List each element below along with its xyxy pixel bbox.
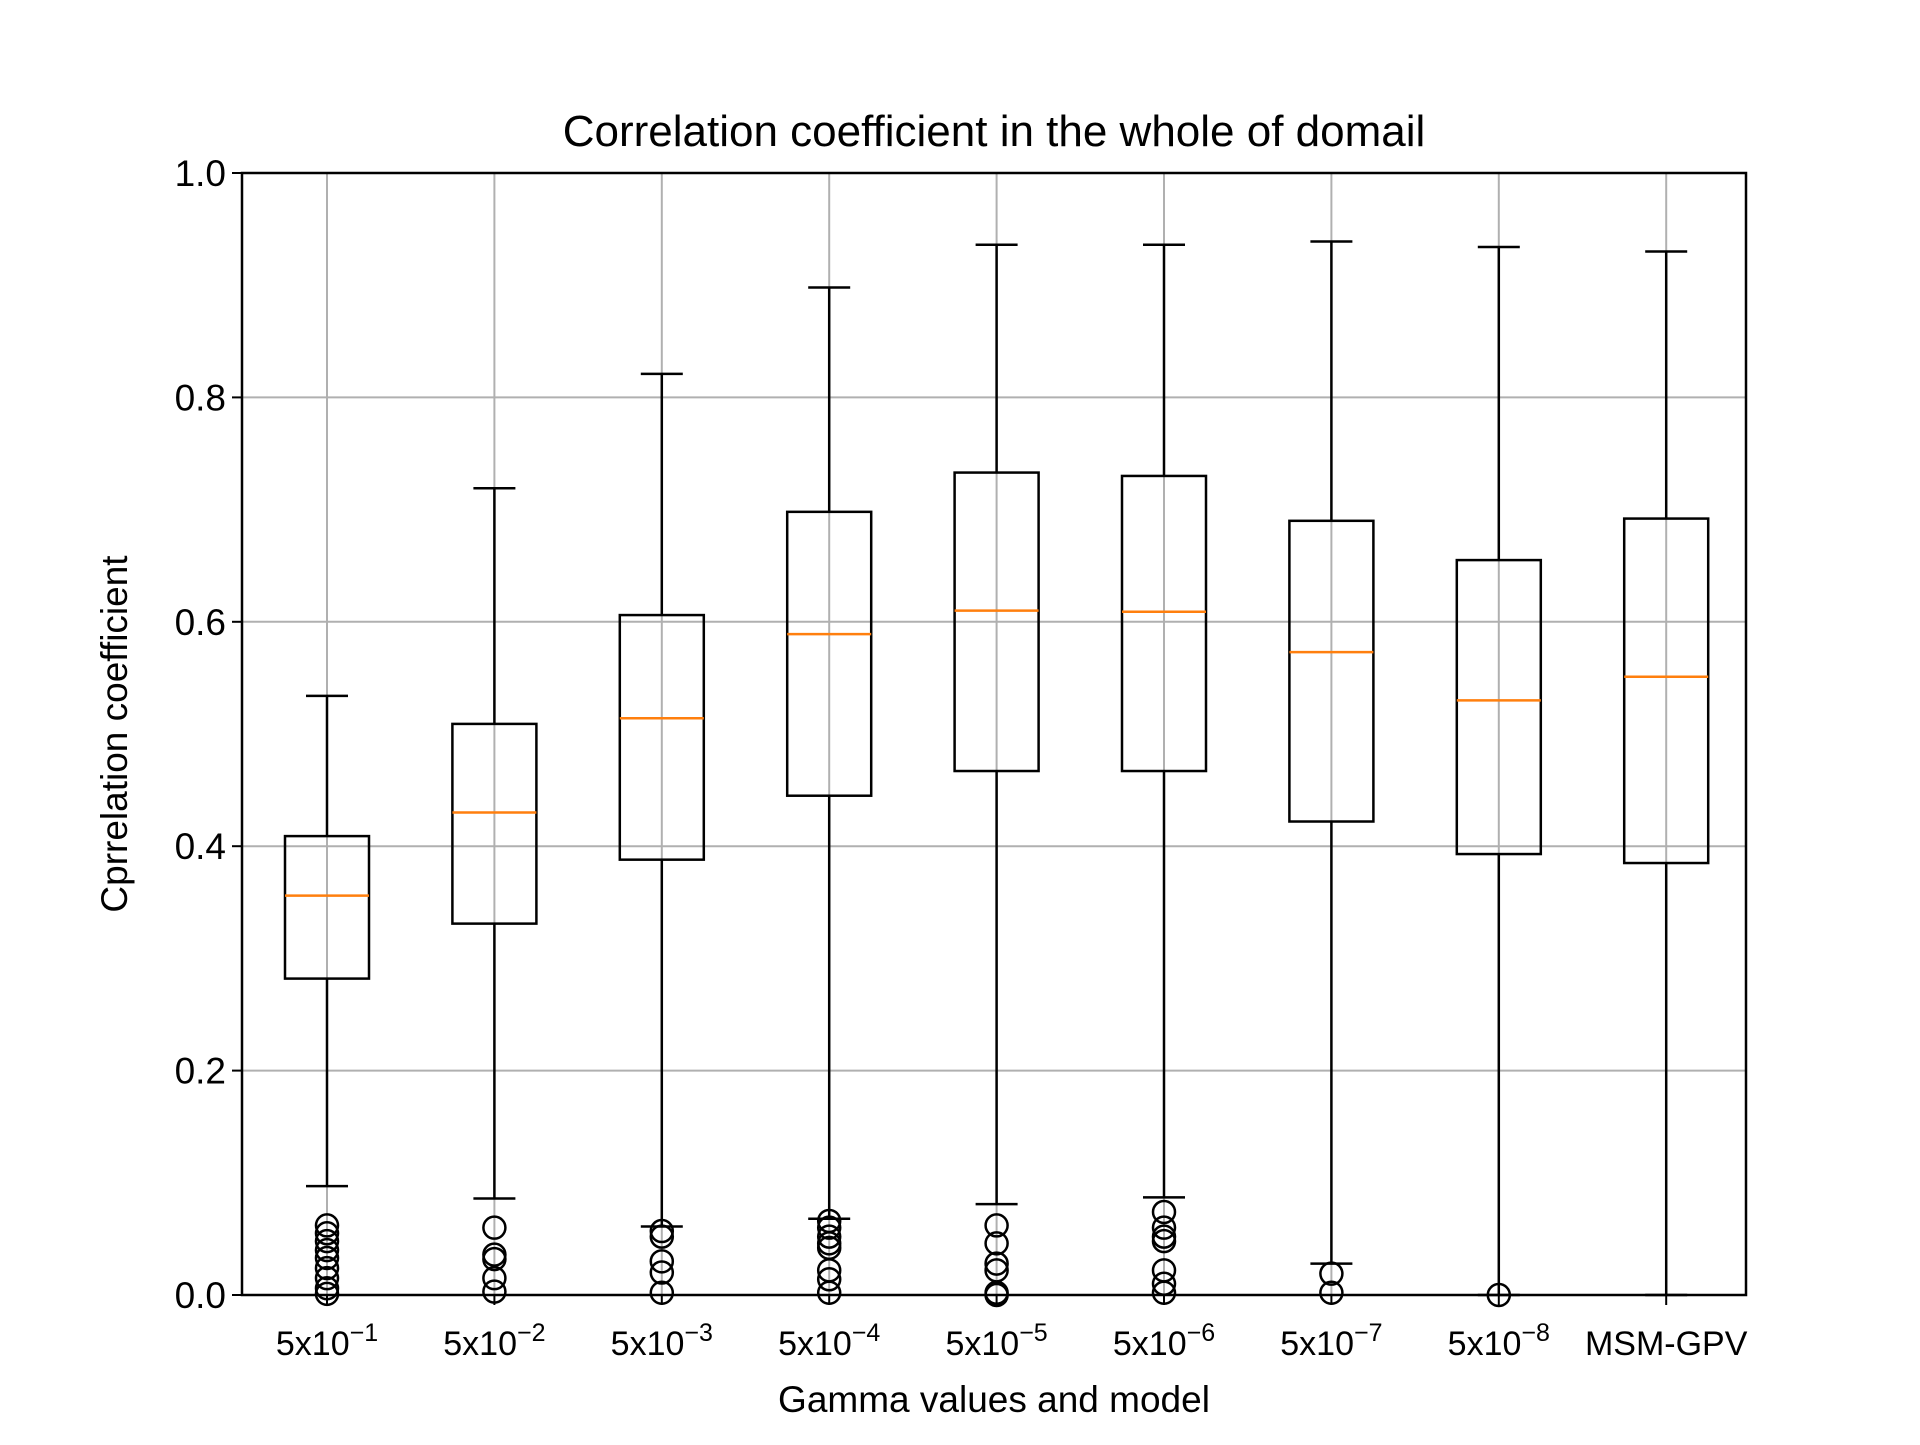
outlier-point bbox=[816, 1215, 842, 1240]
y-tick-label: 1.0 bbox=[175, 153, 226, 194]
chart-title: Correlation coefficient in the whole of … bbox=[563, 107, 1426, 156]
x-tick-label: 5x10−3 bbox=[611, 1319, 713, 1363]
outlier-point bbox=[482, 1265, 507, 1291]
x-tick-label: 5x10−5 bbox=[945, 1319, 1047, 1363]
box-iqr bbox=[785, 510, 873, 797]
x-tick-label: 5x10−6 bbox=[1113, 1319, 1215, 1363]
box-iqr bbox=[283, 834, 371, 980]
y-tick-label: 0.6 bbox=[175, 602, 226, 643]
box-iqr bbox=[1120, 474, 1208, 773]
y-tick-label: 0.8 bbox=[175, 377, 226, 418]
outlier-point bbox=[816, 1224, 842, 1249]
outlier-point bbox=[984, 1213, 1009, 1238]
grid-layer bbox=[242, 172, 1746, 1296]
outlier-point bbox=[314, 1228, 340, 1254]
outlier-point bbox=[649, 1218, 675, 1244]
outlier-point bbox=[314, 1237, 340, 1263]
x-tick-label: 5x10−4 bbox=[778, 1319, 880, 1363]
x-tick-label: 5x10−7 bbox=[1280, 1319, 1382, 1363]
outlier-point bbox=[816, 1267, 842, 1292]
y-tick-label: 0.2 bbox=[175, 1051, 226, 1092]
tick-layer: 0.0 0.2 0.4 0.6 0.8 1.0 5x10−1 5x10−2 5x10−3 5x10… bbox=[175, 153, 1748, 1363]
box-iqr bbox=[618, 613, 706, 861]
outlier-point bbox=[649, 1249, 675, 1274]
box-iqr bbox=[953, 471, 1040, 773]
x-tick-label: 5x10−1 bbox=[276, 1319, 378, 1363]
outlier-point bbox=[984, 1231, 1009, 1256]
outlier-point bbox=[482, 1246, 507, 1272]
box-iqr bbox=[1288, 519, 1375, 823]
outlier-point bbox=[649, 1260, 675, 1285]
outlier-point bbox=[1151, 1215, 1177, 1240]
outlier-point bbox=[314, 1255, 340, 1281]
box-iqr bbox=[1455, 558, 1543, 856]
outlier-point bbox=[1151, 1199, 1177, 1225]
outlier-point bbox=[1151, 1228, 1177, 1254]
outlier-point bbox=[314, 1265, 340, 1291]
outlier-point bbox=[482, 1215, 507, 1240]
box-iqr bbox=[451, 722, 538, 925]
x-tick-label: MSM-GPV bbox=[1585, 1325, 1748, 1363]
x-tick-label: 5x10−8 bbox=[1448, 1319, 1550, 1363]
outlier-point bbox=[314, 1245, 340, 1271]
outlier-point bbox=[1319, 1261, 1344, 1286]
outlier-point bbox=[984, 1251, 1009, 1276]
outlier-point bbox=[314, 1213, 340, 1238]
x-tick-label: 5x10−2 bbox=[443, 1319, 545, 1363]
x-axis-label: Gamma values and model bbox=[778, 1379, 1210, 1420]
y-tick-label: 0.0 bbox=[175, 1275, 226, 1316]
outlier-point bbox=[649, 1224, 675, 1249]
box-iqr bbox=[1622, 517, 1710, 865]
box-layer bbox=[283, 240, 1710, 1308]
outlier-point bbox=[314, 1221, 340, 1246]
plot-frame bbox=[240, 171, 1748, 1297]
y-tick-label: 0.4 bbox=[175, 826, 226, 867]
y-axis-label: Cprrelation coefficient bbox=[94, 555, 135, 913]
